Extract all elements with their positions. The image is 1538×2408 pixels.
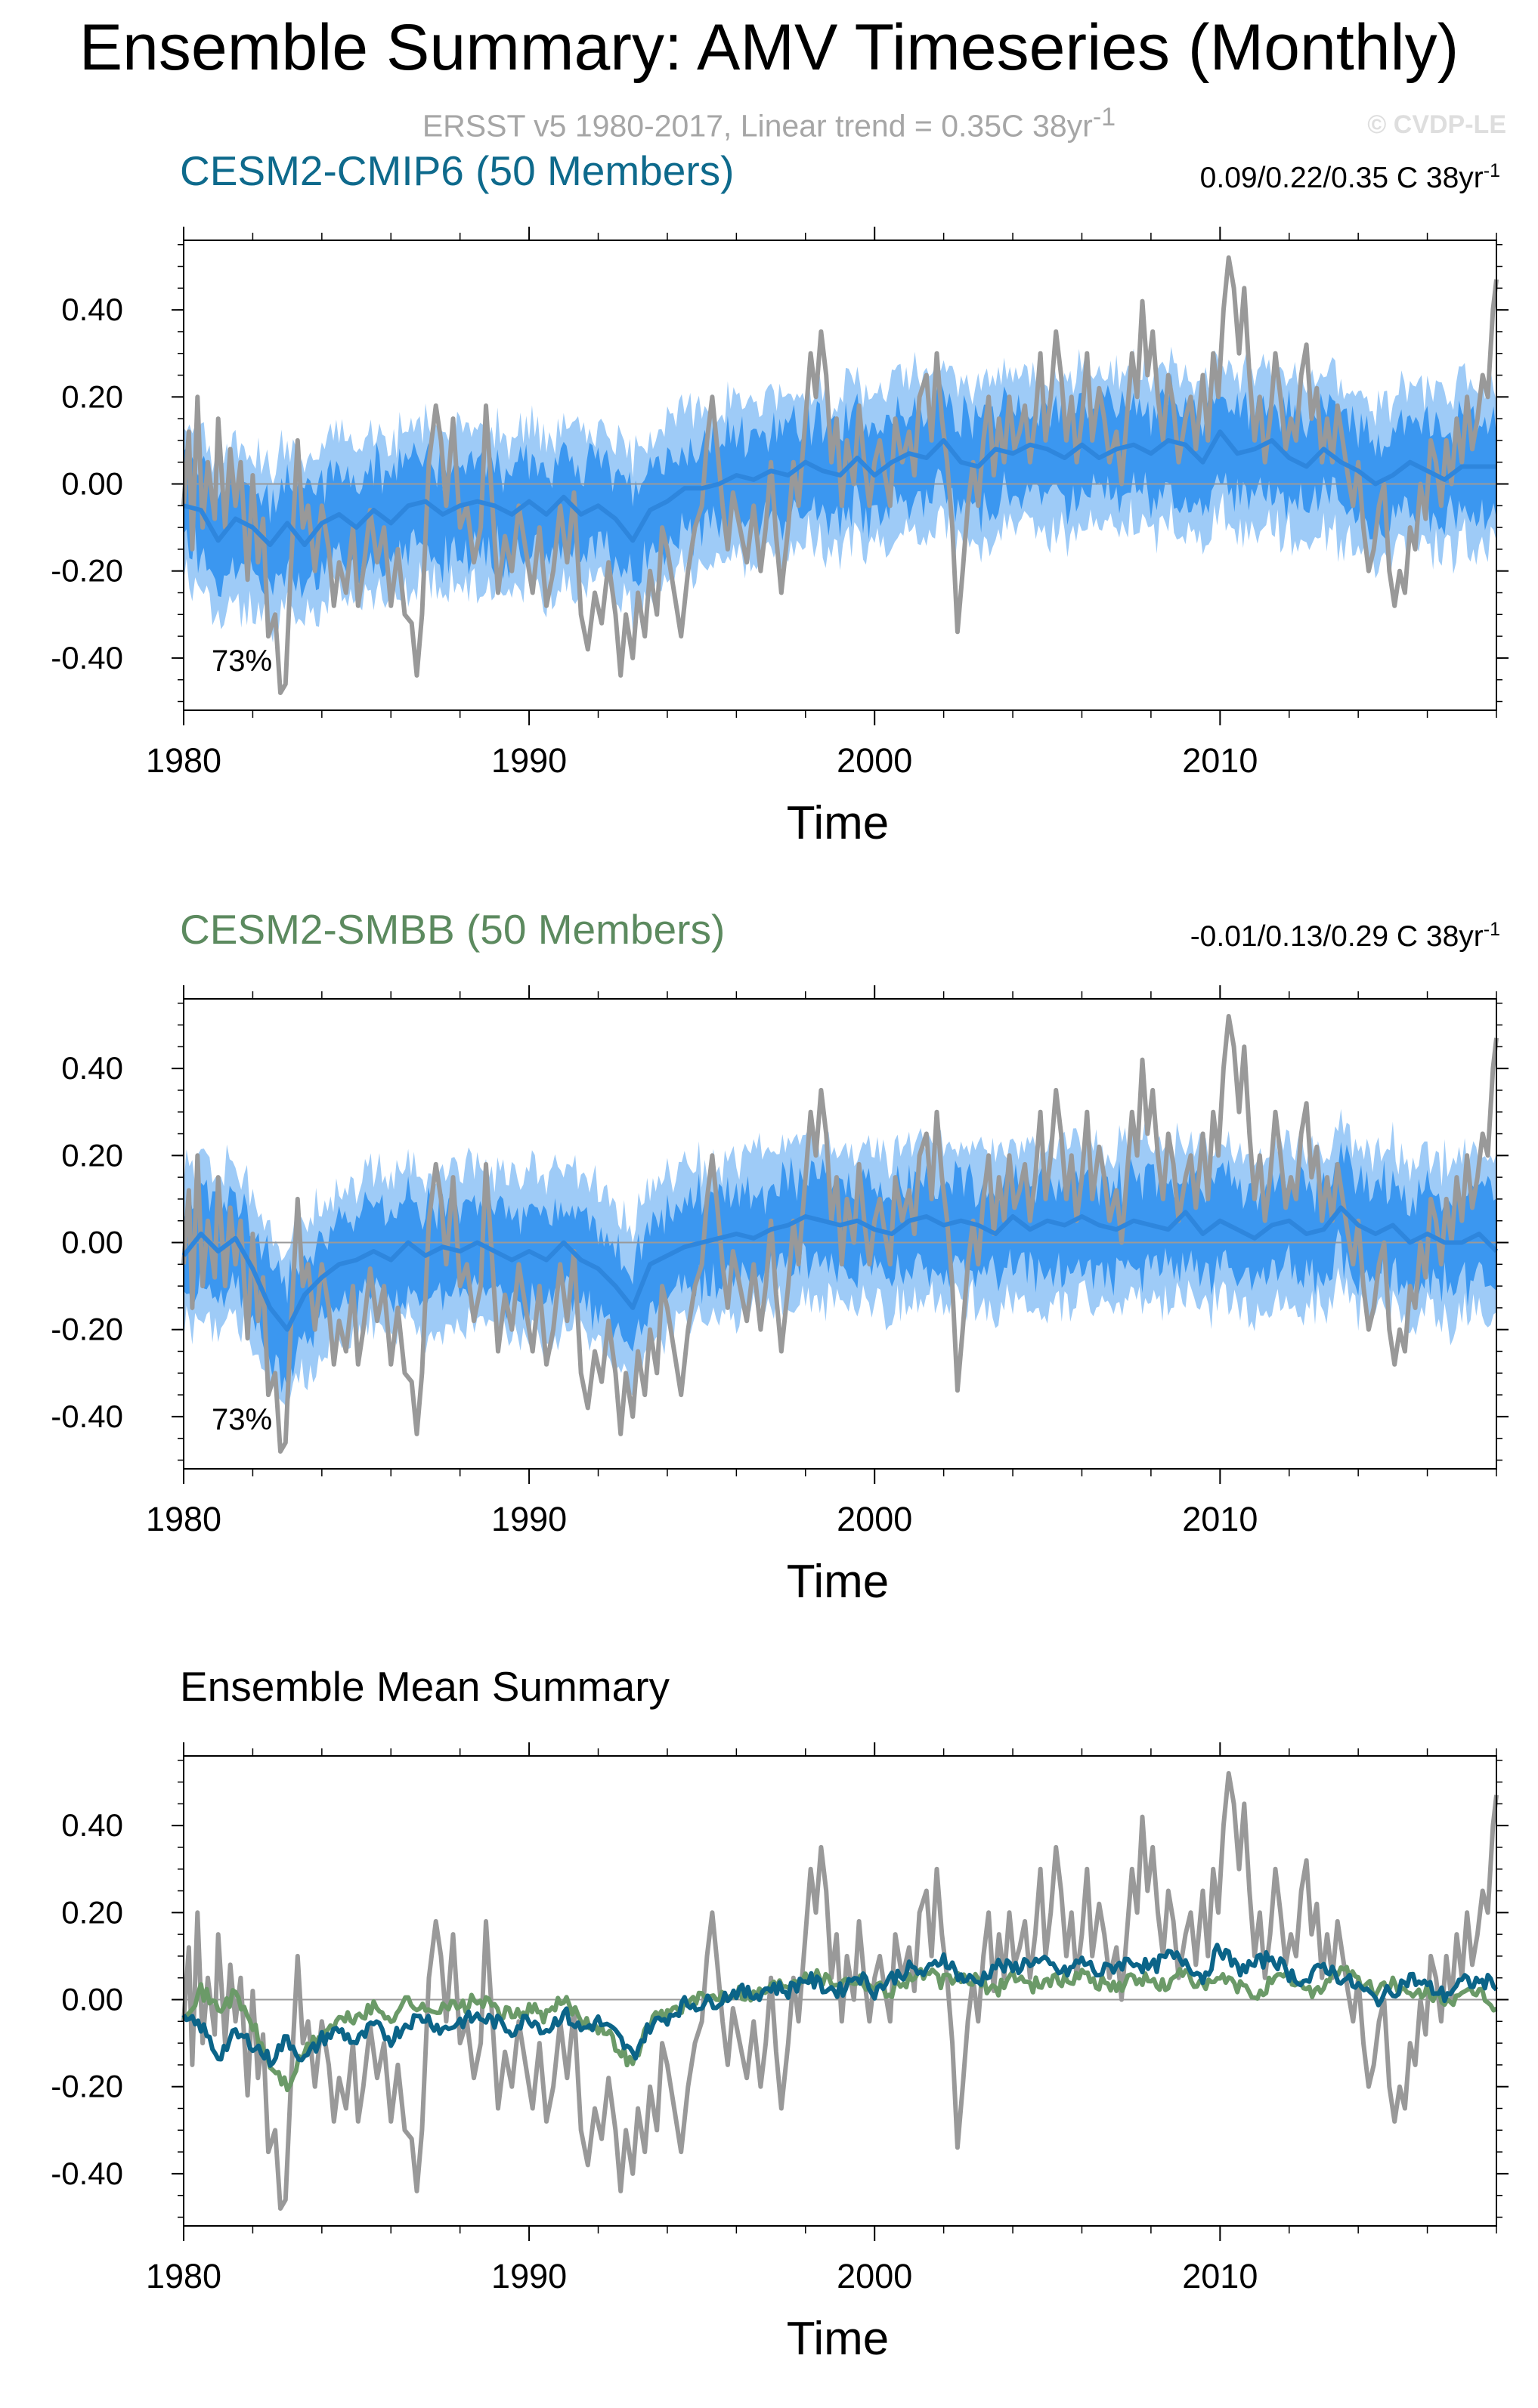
subtitle-superscript: -1 (1092, 103, 1116, 131)
panel-3-x-tick-label: 1990 (491, 2257, 567, 2295)
panel-2-trend-text: -0.01/0.13/0.29 C 38yr (1190, 920, 1484, 953)
panel-3-plot-frame (183, 1755, 1497, 2227)
panel-1-trend-text: 0.09/0.22/0.35 C 38yr (1199, 162, 1484, 194)
panel-1-trend-stats: 0.09/0.22/0.35 C 38yr-1 (1200, 160, 1500, 195)
panel-3-y-tick-label: -0.20 (51, 2069, 123, 2104)
panel-2-x-tick-label: 1980 (146, 1500, 221, 1538)
panel-1-x-tick-label: 1990 (491, 741, 567, 780)
panel-3-x-axis-title: Time (787, 2313, 889, 2365)
panel-2-percent-label: 73% (212, 1403, 272, 1436)
panel-1-chart: 73% 0.40 0.20 0.00 -0.20 -0.40 1980 1990 2000 201… (51, 227, 1509, 849)
panel-1-y-tick-label: 0.20 (61, 379, 123, 414)
panel-1-plot-frame (183, 240, 1497, 711)
panel-3-x-tick-label: 2000 (837, 2257, 912, 2295)
panel-1-y-tick-label: -0.20 (51, 553, 123, 589)
panel-3-y-tick-label: 0.20 (61, 1894, 123, 1930)
panel-2-trend-stats: -0.01/0.13/0.29 C 38yr-1 (1190, 919, 1500, 954)
panel-2-x-axis-title: Time (787, 1556, 889, 1608)
figure-subtitle: ERSST v5 1980-2017, Linear trend = 0.35C… (0, 103, 1538, 144)
panel-3-title: Ensemble Mean Summary (180, 1663, 670, 1710)
panel-2-title: CESM2-SMBB (50 Members) (180, 906, 726, 953)
panel-1-x-axis-title: Time (787, 797, 889, 849)
panel-1-x-tick-label: 1980 (146, 741, 221, 780)
figure-title: Ensemble Summary: AMV Timeseries (Monthl… (79, 11, 1459, 84)
panel-1-y-tick-label: 0.40 (61, 292, 123, 327)
panel-1-title: CESM2-CMIP6 (50 Members) (180, 147, 735, 194)
panel-2-y-tick-label: -0.20 (51, 1312, 123, 1347)
subtitle-text: ERSST v5 1980-2017, Linear trend = 0.35C… (422, 108, 1093, 144)
panel-2-chart: 73% 0.40 0.20 0.00 -0.20 -0.40 1980 1990 2000 201… (51, 985, 1509, 1608)
panel-1-obs-line (181, 255, 1499, 695)
panel-2-y-tick-label: 0.00 (61, 1225, 123, 1260)
panel-2-y-tick-label: -0.40 (51, 1399, 123, 1434)
panel-2-y-tick-label: 0.20 (61, 1137, 123, 1173)
panel-2-plot-frame (183, 998, 1497, 1470)
panel-1-x-tick-label: 2000 (837, 741, 912, 780)
panel-2-x-tick-label: 1990 (491, 1500, 567, 1538)
panel-1-percent-label: 73% (212, 645, 272, 678)
panel-2-x-tick-label: 2000 (837, 1500, 912, 1538)
panel-2-trend-sup: -1 (1483, 919, 1500, 940)
panel-3-y-tick-label: -0.40 (51, 2156, 123, 2191)
panel-1-y-tick-label: -0.40 (51, 640, 123, 675)
panel-3-y-tick-label: 0.00 (61, 1982, 123, 2017)
panel-2-ensemble-mean-line (181, 1205, 1499, 1332)
panel-1-y-tick-label: 0.00 (61, 466, 123, 502)
panel-3-chart: 0.40 0.20 0.00 -0.20 -0.40 1980 1990 2000 2010 Ti… (51, 1742, 1509, 2365)
panel-1-ensemble-mean-line (183, 429, 1496, 548)
copyright-mark: © CVDP-LE (1367, 110, 1506, 139)
panel-2-y-tick-label: 0.40 (61, 1050, 123, 1086)
panel-3-x-tick-label: 1980 (146, 2257, 221, 2295)
panel-1-x-tick-label: 2010 (1182, 741, 1258, 780)
panel-3-y-tick-label: 0.40 (61, 1807, 123, 1843)
panel-2-x-tick-label: 2010 (1182, 1500, 1258, 1538)
panel-3-x-tick-label: 2010 (1182, 2257, 1258, 2295)
panel-2-inner-spread-band (184, 1142, 1496, 1393)
panel-1-trend-sup: -1 (1483, 160, 1500, 181)
panel-3-cmip6-mean-line (181, 1943, 1499, 2068)
